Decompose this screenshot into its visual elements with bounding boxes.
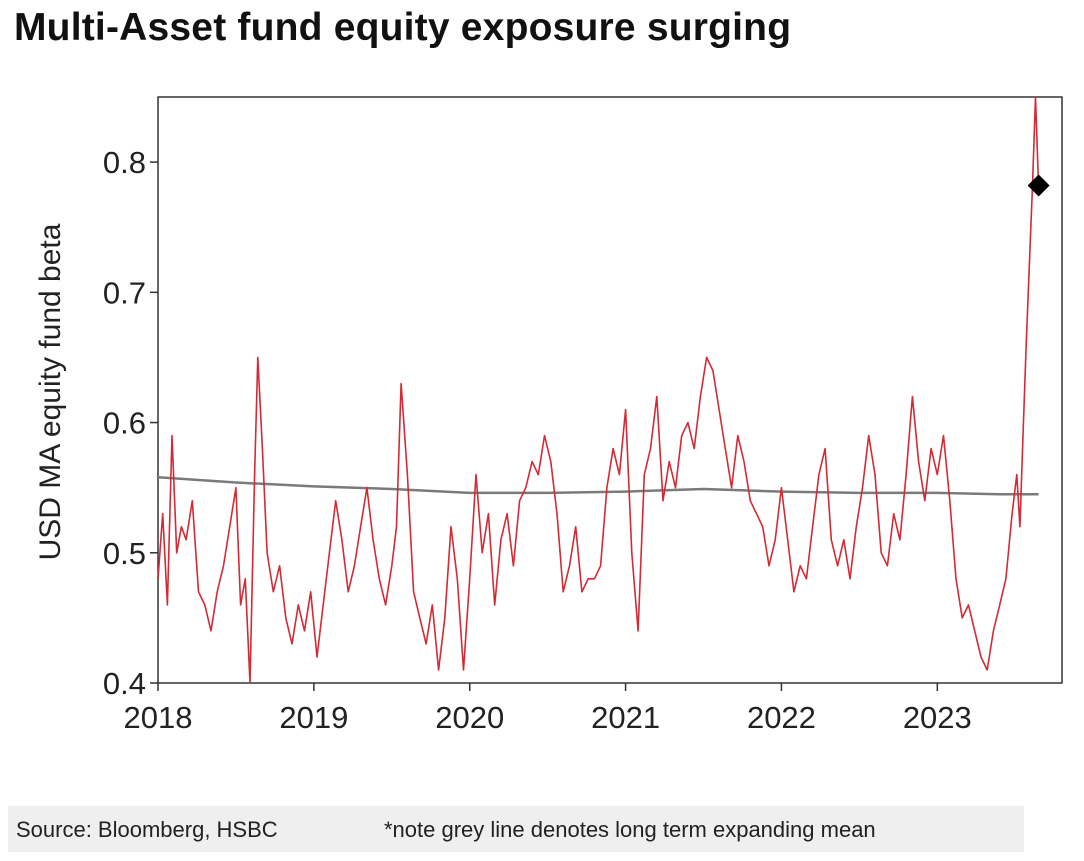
x-tick-label: 2023	[903, 700, 972, 735]
beta-series-layer	[157, 96, 1040, 684]
long-term-mean-line	[157, 475, 1039, 496]
beta-line	[157, 96, 1040, 684]
y-tick-label: 0.5	[103, 536, 146, 571]
plot-border	[157, 96, 1063, 684]
chart-svg: 0.4 0.5 0.6 0.7 0.8 2018 2019 2020 2021 2022 2023…	[34, 96, 1063, 735]
y-axis-label: USD MA equity fund beta	[34, 223, 67, 560]
chart-title: Multi-Asset fund equity exposure surging	[14, 6, 792, 49]
footer: Source: Bloomberg, HSBC *note grey line …	[8, 806, 1024, 852]
y-tick-label: 0.7	[103, 275, 146, 310]
marker-layer	[1027, 174, 1050, 197]
x-tick-label: 2018	[124, 700, 193, 735]
y-tick-label: 0.4	[103, 666, 146, 701]
x-tick-label: 2022	[747, 700, 816, 735]
latest-value-marker	[1027, 174, 1050, 197]
y-tick-label: 0.6	[103, 406, 146, 441]
plot-area	[157, 96, 1063, 684]
mean-line-layer	[157, 475, 1039, 496]
x-tick-label: 2021	[591, 700, 660, 735]
x-tick-label: 2019	[279, 700, 348, 735]
y-tick-label: 0.8	[103, 145, 146, 180]
y-axis: 0.4 0.5 0.6 0.7 0.8	[103, 145, 158, 701]
source-note: Source: Bloomberg, HSBC	[16, 817, 278, 842]
mean-line-note: *note grey line denotes long term expand…	[384, 817, 876, 842]
x-tick-label: 2020	[435, 700, 504, 735]
x-axis: 2018 2019 2020 2021 2022 2023	[124, 683, 972, 735]
